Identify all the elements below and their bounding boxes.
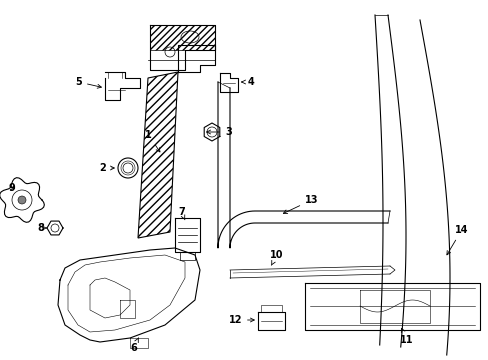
Text: 1: 1 [145,130,160,152]
Text: 2: 2 [99,163,114,173]
Text: 9: 9 [8,183,15,193]
Text: 14: 14 [446,225,468,255]
Text: 6: 6 [130,338,138,353]
Polygon shape [138,72,178,238]
Polygon shape [150,25,215,50]
Text: 11: 11 [399,328,413,345]
Text: 12: 12 [228,315,254,325]
Text: 3: 3 [206,127,231,137]
Text: 8: 8 [37,223,47,233]
Text: 5: 5 [75,77,101,88]
Text: 13: 13 [283,195,318,213]
Text: 4: 4 [241,77,254,87]
Circle shape [18,196,26,204]
Text: 10: 10 [269,250,283,265]
Text: 7: 7 [178,207,184,220]
